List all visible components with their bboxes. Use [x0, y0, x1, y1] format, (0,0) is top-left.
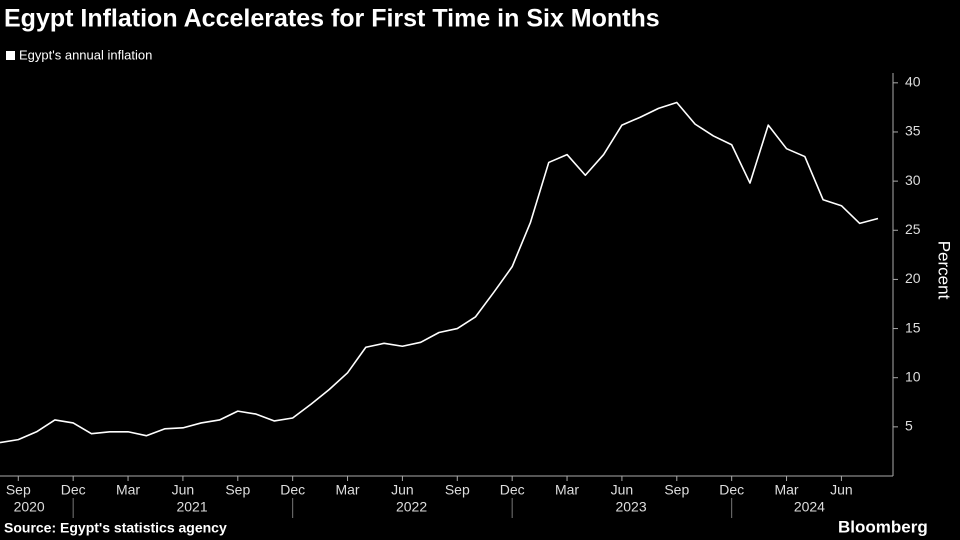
year-label: 2023 [615, 499, 646, 515]
chart-title: Egypt Inflation Accelerates for First Ti… [4, 5, 660, 33]
year-label: 2022 [396, 499, 427, 515]
x-tick-label: Mar [116, 482, 140, 498]
y-tick-label: 15 [905, 319, 921, 335]
y-tick-label: 40 [905, 74, 921, 90]
legend-swatch [6, 51, 15, 60]
x-tick-label: Mar [335, 482, 359, 498]
year-label: 2021 [176, 499, 207, 515]
x-tick-label: Dec [280, 482, 305, 498]
y-tick-label: 35 [905, 123, 921, 139]
brand: Bloomberg [838, 517, 928, 536]
y-tick-label: 30 [905, 172, 921, 188]
y-axis-label: Percent [935, 241, 954, 300]
y-tick-label: 5 [905, 418, 913, 434]
line-series [0, 101, 879, 444]
x-tick-label: Dec [61, 482, 86, 498]
x-tick-label: Dec [500, 482, 525, 498]
x-tick-label: Jun [830, 482, 853, 498]
x-tick-label: Sep [225, 482, 250, 498]
x-tick-label: Dec [719, 482, 744, 498]
source: Source: Egypt's statistics agency [4, 520, 227, 536]
x-tick-label: Mar [555, 482, 579, 498]
x-tick-label: Jun [391, 482, 414, 498]
x-tick-label: Sep [445, 482, 470, 498]
legend-label: Egypt's annual inflation [19, 47, 152, 62]
x-tick-label: Jun [172, 482, 195, 498]
x-tick-label: Sep [6, 482, 31, 498]
x-tick-label: Sep [664, 482, 689, 498]
y-tick-label: 20 [905, 270, 921, 286]
year-label: 2024 [794, 499, 825, 515]
y-tick-label: 10 [905, 368, 921, 384]
y-tick-label: 25 [905, 221, 921, 237]
x-tick-label: Jun [611, 482, 634, 498]
year-label: 2020 [14, 499, 45, 515]
x-tick-label: Mar [774, 482, 798, 498]
